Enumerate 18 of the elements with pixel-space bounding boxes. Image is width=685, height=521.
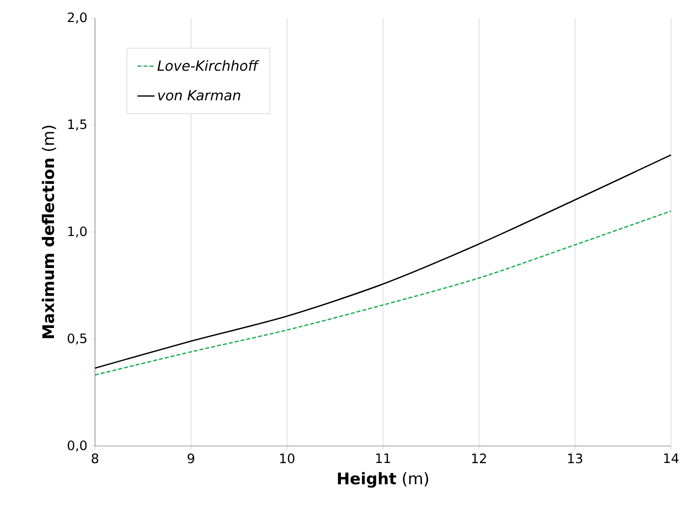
- legend-label: Love-Kirchhoff: [158, 60, 260, 71]
- x-tick-label: 11: [376, 454, 390, 463]
- x-tick-label: 14: [664, 454, 679, 463]
- x-tick-label: 8: [92, 454, 98, 464]
- y-tick-label: 1,5: [68, 120, 86, 130]
- x-tick-label: 13: [568, 454, 582, 464]
- x-tick-label: 9: [188, 454, 194, 464]
- legend-label: von Karman: [158, 90, 240, 101]
- y-tick-label: 0,5: [68, 333, 86, 345]
- y-tick-label: 2,0: [68, 12, 87, 24]
- y-axis-title: Maximum deflection (m): [42, 126, 56, 338]
- y-tick-label: 1,0: [68, 226, 87, 238]
- y-tick-label: 0,0: [68, 440, 87, 452]
- line-series: [94, 210, 672, 376]
- x-axis-title: Height (m): [338, 472, 428, 488]
- x-tick-label: 10: [280, 454, 294, 464]
- x-tick-label: 12: [472, 454, 486, 464]
- line-series: [94, 154, 672, 369]
